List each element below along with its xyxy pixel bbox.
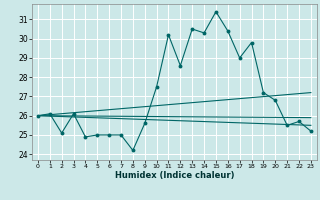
X-axis label: Humidex (Indice chaleur): Humidex (Indice chaleur) [115,171,234,180]
